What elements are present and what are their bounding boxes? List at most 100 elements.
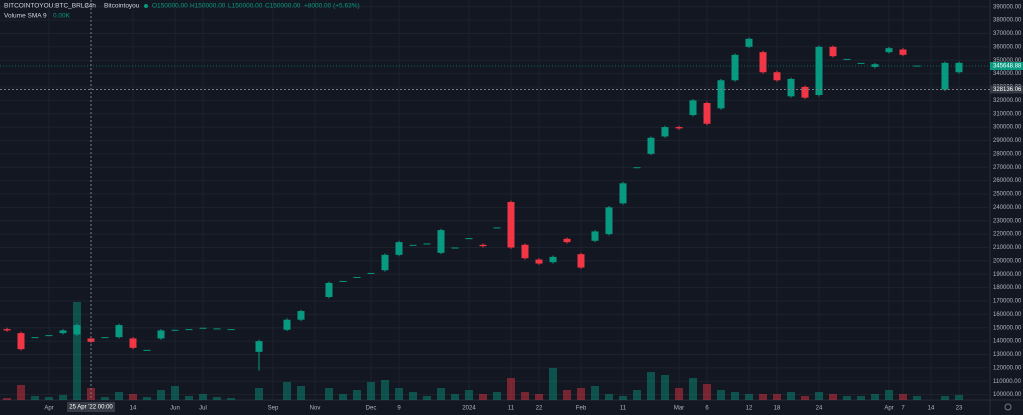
ohlc-open: O150000.00 (152, 3, 188, 10)
candle-body (675, 127, 683, 129)
candle-body (73, 325, 81, 335)
volume-bar (143, 397, 151, 400)
x-tick-label: Nov (310, 406, 321, 412)
candle-body (451, 247, 459, 249)
volume-bar (437, 388, 445, 400)
volume-bar (381, 380, 389, 400)
x-tick-label: Mar (674, 406, 684, 412)
candle-body (199, 327, 207, 329)
candle-body (717, 80, 725, 109)
candle-body (633, 167, 641, 169)
candle-body (129, 338, 137, 348)
candle-body (59, 330, 67, 334)
x-tick-label: 14 (928, 406, 935, 412)
x-tick-label: 11 (508, 406, 515, 412)
candle-body (437, 230, 445, 253)
crosshair-time-label: 25 Apr '22 00:00 (69, 405, 113, 411)
x-tick-label: 11 (620, 406, 627, 412)
x-tick-label: 23 (956, 406, 963, 412)
volume-bar (507, 378, 515, 400)
candle-body (479, 244, 487, 247)
volume-bar (675, 388, 683, 400)
status-dot (144, 4, 148, 8)
candle-body (493, 227, 501, 229)
volume-bar (829, 394, 837, 400)
indicator-value: 0.00K (53, 13, 71, 20)
candle-body (185, 329, 193, 331)
candle-body (731, 54, 739, 81)
volume-bar (367, 382, 375, 400)
candle-body (339, 280, 347, 282)
volume-bar (17, 385, 25, 400)
x-tick-label: 9 (397, 406, 401, 412)
volume-bar (31, 396, 39, 400)
y-tick-label: 110000.00 (993, 379, 1022, 385)
volume-bar (801, 396, 809, 400)
x-tick-label: Dec (366, 406, 377, 412)
candle-body (759, 52, 767, 73)
volume-bar (171, 386, 179, 400)
candle-body (801, 86, 809, 98)
volume-bar (745, 394, 753, 400)
x-tick-label: Feb (576, 406, 587, 412)
x-tick-label: 2024 (462, 406, 476, 412)
candle-body (773, 72, 781, 81)
volume-bar (787, 392, 795, 400)
candle-body (941, 62, 949, 90)
volume-bar (395, 388, 403, 400)
candle-body (101, 337, 109, 339)
candle-body (899, 49, 907, 55)
volume-bar (479, 394, 487, 400)
y-tick-label: 230000.00 (993, 218, 1022, 224)
y-tick-label: 360000.00 (993, 44, 1022, 50)
volume-bar (73, 302, 81, 400)
y-tick-label: 310000.00 (993, 111, 1022, 117)
candle-body (913, 65, 921, 67)
candle-body (857, 62, 865, 64)
candle-body (745, 38, 753, 47)
volume-bar (3, 398, 11, 400)
x-tick-label: 6 (705, 406, 709, 412)
y-tick-label: 240000.00 (993, 205, 1022, 211)
ohlc-change: +8000.00 (+5.63%) (304, 3, 360, 10)
candle-body (577, 254, 585, 268)
candle-body (353, 276, 361, 278)
candle-body (689, 100, 697, 116)
candle-body (843, 58, 851, 60)
candle-body (325, 282, 333, 297)
candle-body (465, 238, 473, 240)
ohlc-close: C150000.00 (265, 3, 301, 10)
volume-bar (423, 396, 431, 400)
settings-icon[interactable] (1004, 403, 1012, 411)
volume-bar (549, 368, 557, 400)
candle-body (423, 243, 431, 245)
symbol: BITCOINTOYOU:BTC_BRLC (4, 3, 89, 10)
volume-bar (759, 394, 767, 400)
candle-body (171, 329, 179, 331)
candle-body (661, 127, 669, 137)
volume-bar (647, 372, 655, 400)
volume-bar (199, 394, 207, 400)
candle-body (815, 46, 823, 95)
volume-bar (297, 386, 305, 400)
candle-body (143, 349, 151, 351)
candle-body (283, 319, 291, 330)
volume-bar (899, 394, 907, 400)
volume-bar (185, 396, 193, 400)
x-tick-label: Jun (170, 406, 180, 412)
volume-bar (815, 392, 823, 400)
x-tick-label: Jul (199, 406, 207, 412)
volume-bar (577, 388, 585, 400)
candle-body (409, 244, 417, 246)
candle-body (563, 238, 571, 243)
y-tick-label: 120000.00 (993, 365, 1022, 371)
x-tick-label: Apr (884, 406, 893, 412)
candle-body (381, 254, 389, 271)
y-tick-label: 390000.00 (993, 4, 1022, 10)
candle-body (507, 202, 515, 248)
candle-body (591, 231, 599, 241)
volume-bar (493, 392, 501, 400)
interval: 24h (85, 3, 96, 10)
